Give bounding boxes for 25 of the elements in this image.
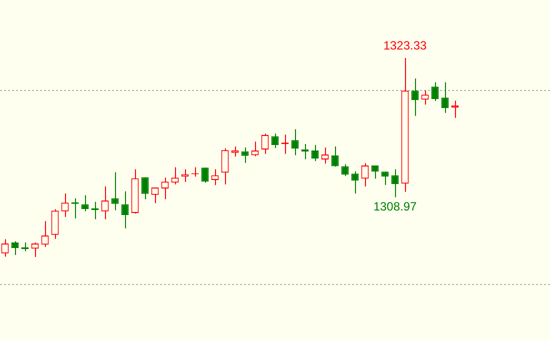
- candlestick: [231, 146, 239, 158]
- candlestick: [211, 168, 219, 186]
- annotation: 1308.97: [373, 200, 418, 214]
- candlestick: [51, 208, 59, 240]
- candlestick: [411, 78, 419, 116]
- annotation: 1323.33: [383, 38, 428, 52]
- candlestick: [201, 167, 209, 184]
- candlestick: [381, 171, 389, 186]
- candlestick: [181, 168, 189, 182]
- candlestick: [81, 194, 89, 212]
- candlestick: [141, 176, 149, 200]
- candlestick: [221, 148, 229, 185]
- candlestick: [351, 170, 359, 194]
- candlestick: [361, 162, 369, 188]
- candlestick: [391, 168, 399, 198]
- candlestick: [241, 147, 249, 164]
- candlestick: [371, 164, 379, 180]
- candlestick: [121, 190, 129, 229]
- candlestick: [251, 141, 259, 157]
- candlestick: [421, 90, 429, 106]
- candlestick: [261, 133, 269, 154]
- candlestick: [291, 128, 299, 156]
- candlestick: [171, 166, 179, 185]
- candlestick: [111, 172, 119, 211]
- candlestick: [441, 82, 449, 114]
